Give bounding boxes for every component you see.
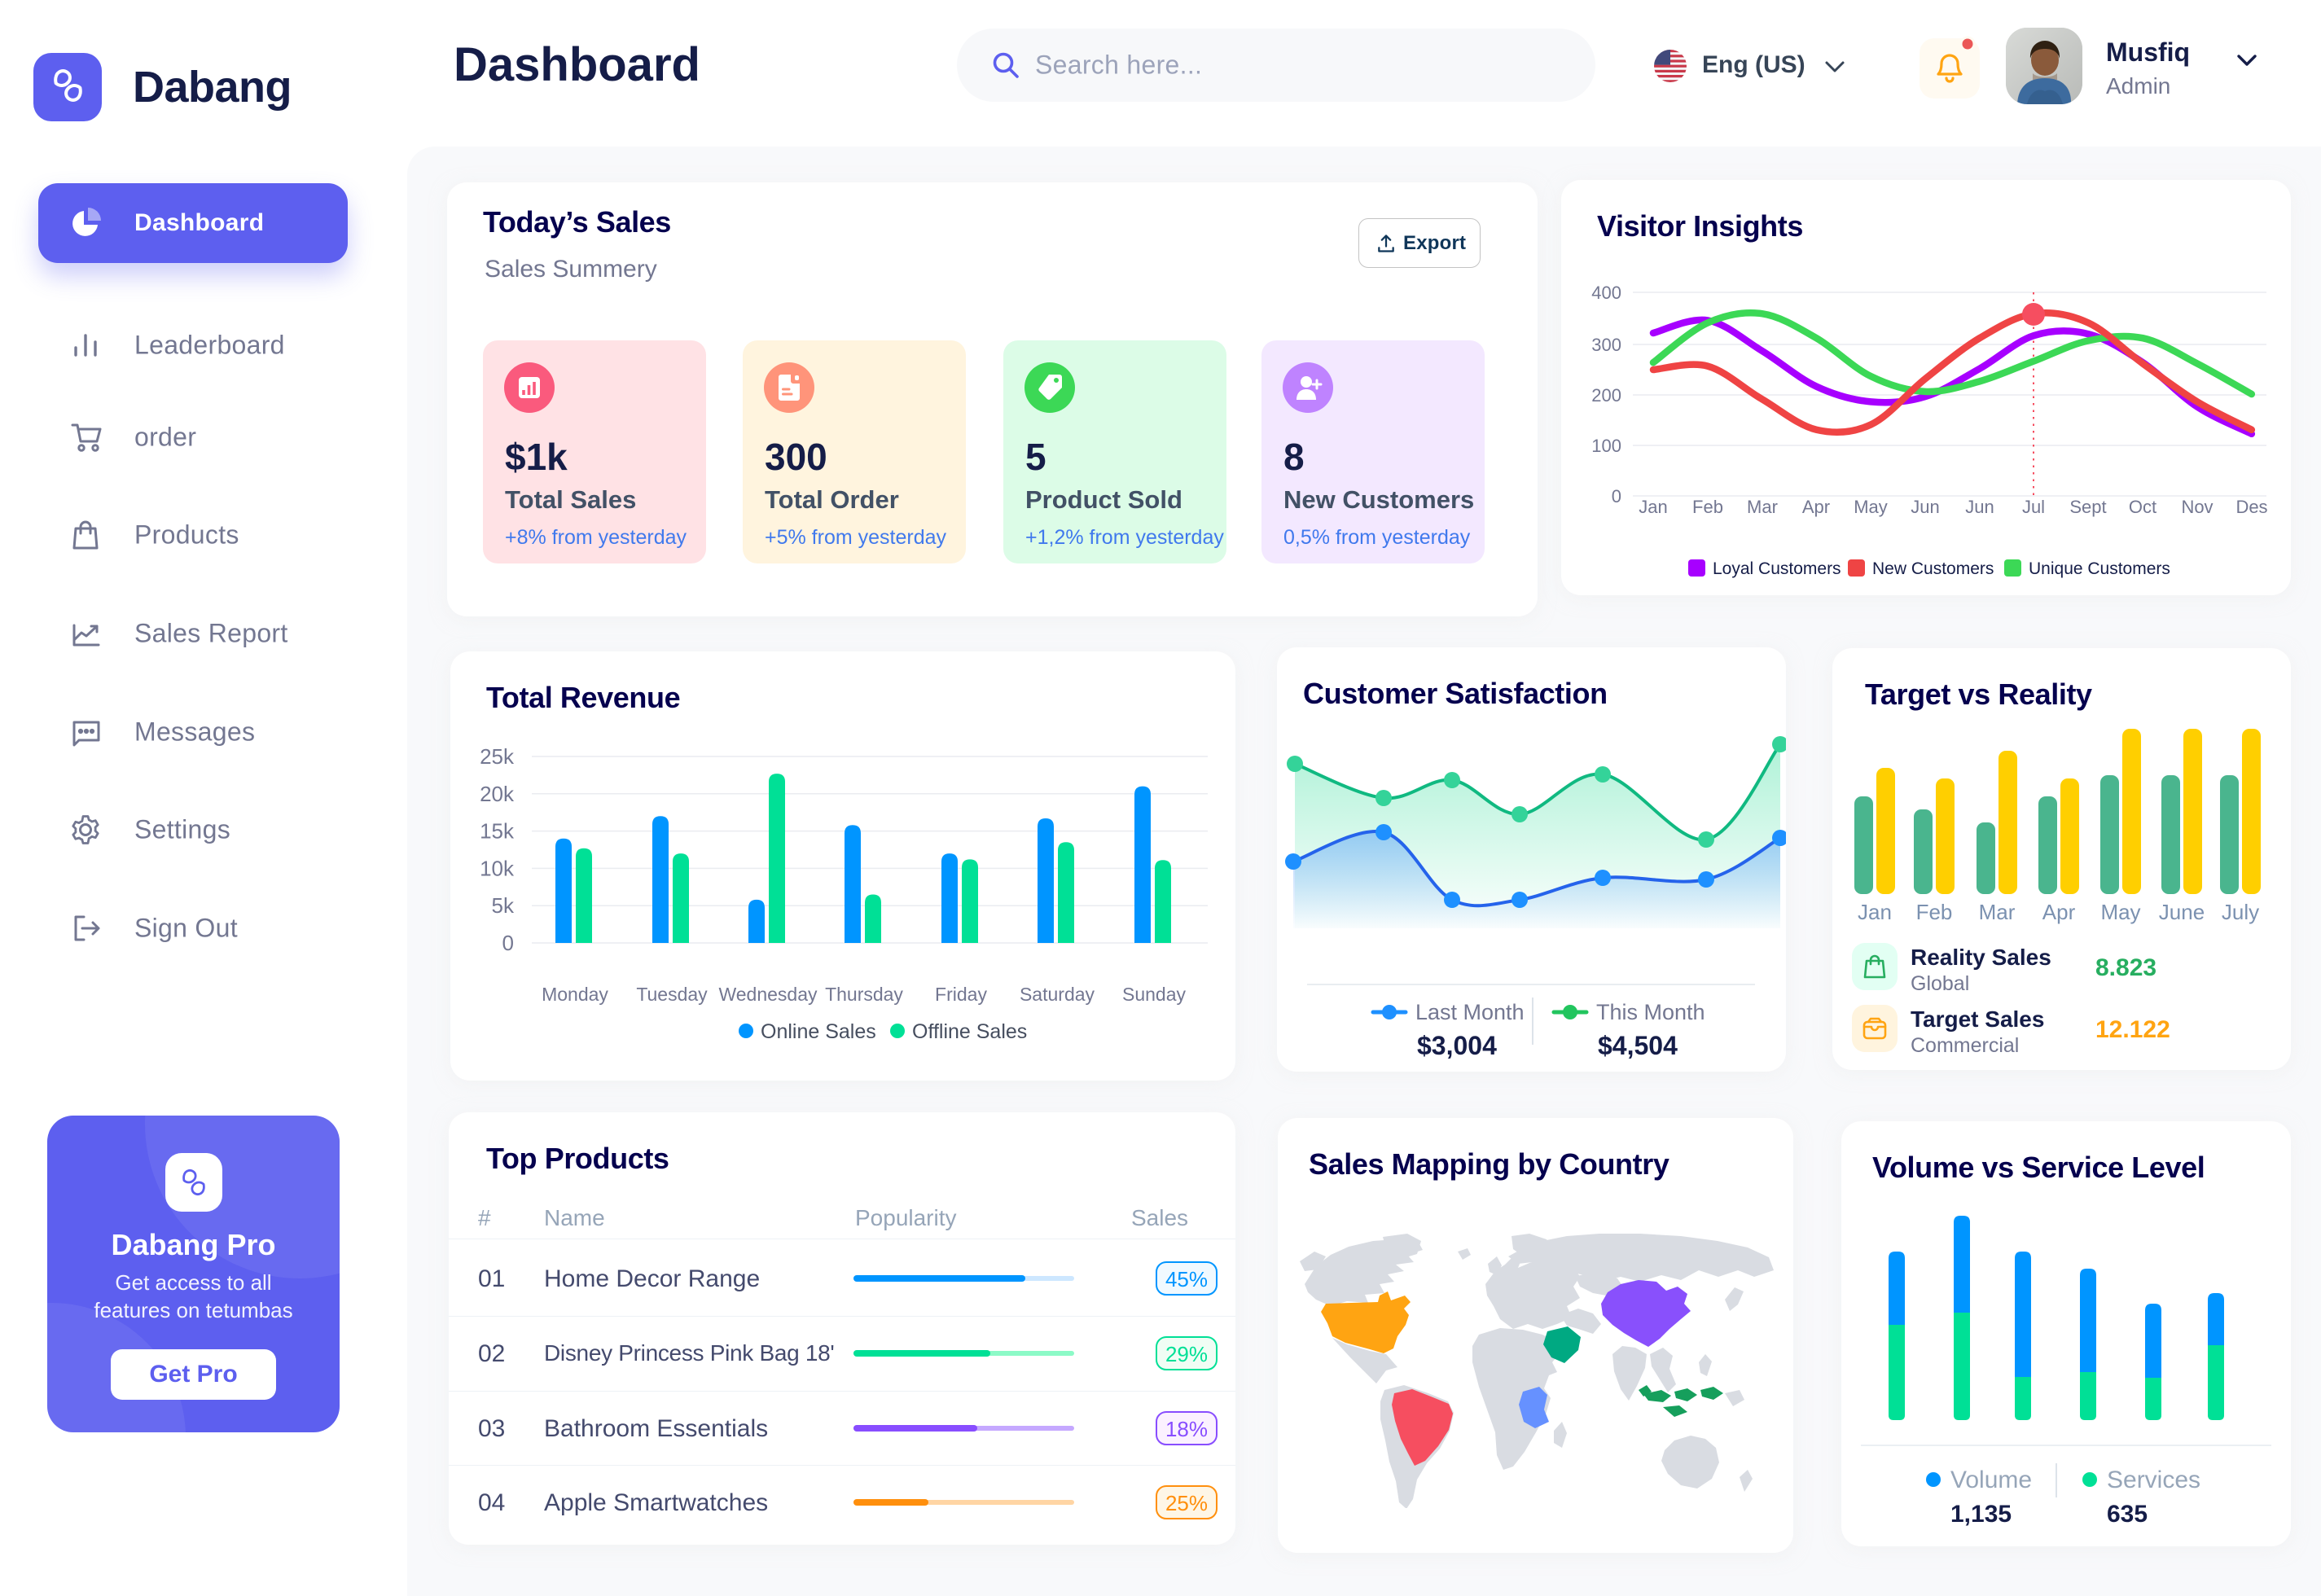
svg-text:Mar: Mar xyxy=(1979,900,2016,924)
svg-text:20k: 20k xyxy=(480,782,515,806)
svg-text:Apr: Apr xyxy=(2042,900,2076,924)
svg-text:Feb: Feb xyxy=(1916,900,1953,924)
svg-text:$4,504: $4,504 xyxy=(1598,1031,1678,1060)
svg-text:June: June xyxy=(2159,900,2205,924)
svg-text:1,135: 1,135 xyxy=(1950,1501,2012,1528)
svg-text:25k: 25k xyxy=(480,744,515,769)
svg-text:Tuesday: Tuesday xyxy=(636,984,708,1005)
svg-text:Services: Services xyxy=(2107,1467,2200,1493)
svg-text:400: 400 xyxy=(1591,283,1621,303)
svg-text:$3,004: $3,004 xyxy=(1417,1031,1497,1060)
svg-text:0: 0 xyxy=(1612,486,1621,506)
svg-text:Offline Sales: Offline Sales xyxy=(912,1020,1027,1043)
svg-text:Volume: Volume xyxy=(1950,1467,2032,1493)
svg-text:300: 300 xyxy=(1591,335,1621,355)
svg-text:July: July xyxy=(2222,900,2259,924)
svg-text:Unique Customers: Unique Customers xyxy=(2029,559,2170,578)
svg-text:This Month: This Month xyxy=(1596,1000,1705,1024)
svg-text:200: 200 xyxy=(1591,385,1621,406)
svg-text:Jan: Jan xyxy=(1639,497,1667,517)
svg-text:Friday: Friday xyxy=(935,984,987,1005)
svg-text:Jul: Jul xyxy=(2022,497,2045,517)
svg-text:10k: 10k xyxy=(480,856,515,880)
svg-text:Thursday: Thursday xyxy=(825,984,903,1005)
svg-text:Saturday: Saturday xyxy=(1020,984,1095,1005)
svg-text:635: 635 xyxy=(2107,1501,2148,1528)
svg-text:Des: Des xyxy=(2235,497,2267,517)
svg-text:15k: 15k xyxy=(480,819,515,844)
svg-text:100: 100 xyxy=(1591,436,1621,456)
svg-text:Jun: Jun xyxy=(1965,497,1994,517)
svg-text:New Customers: New Customers xyxy=(1872,559,1994,578)
svg-text:Sunday: Sunday xyxy=(1122,984,1187,1005)
svg-text:Jun: Jun xyxy=(1911,497,1939,517)
svg-text:Feb: Feb xyxy=(1692,497,1723,517)
svg-text:Jan: Jan xyxy=(1858,900,1892,924)
svg-text:Wednesday: Wednesday xyxy=(718,984,818,1005)
svg-text:May: May xyxy=(2100,900,2140,924)
svg-text:Mar: Mar xyxy=(1747,497,1778,517)
svg-text:Sept: Sept xyxy=(2069,497,2106,517)
svg-text:May: May xyxy=(1854,497,1888,517)
svg-text:Online Sales: Online Sales xyxy=(761,1020,876,1043)
svg-text:0: 0 xyxy=(502,931,514,955)
svg-text:Monday: Monday xyxy=(542,984,608,1005)
svg-text:5k: 5k xyxy=(492,893,515,918)
svg-text:Oct: Oct xyxy=(2129,497,2156,517)
svg-text:Loyal Customers: Loyal Customers xyxy=(1713,559,1841,578)
svg-text:Apr: Apr xyxy=(1802,497,1830,517)
svg-text:Nov: Nov xyxy=(2181,497,2213,517)
svg-text:Last Month: Last Month xyxy=(1415,1000,1525,1024)
